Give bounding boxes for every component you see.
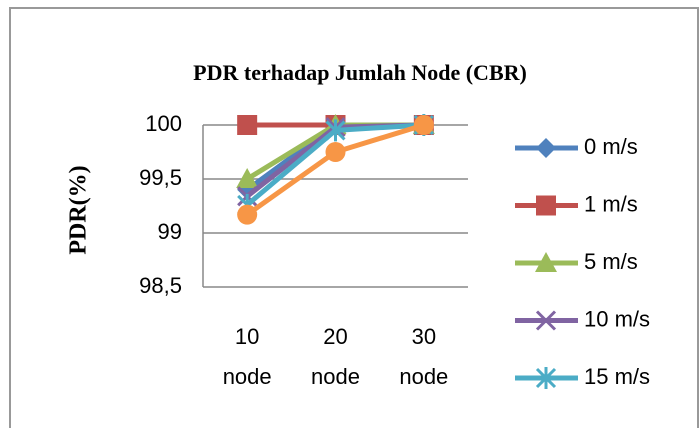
frame: [9, 7, 699, 428]
legend-label: 5 m/s: [584, 249, 638, 274]
legend-label: 15 m/s: [584, 364, 650, 389]
marker: [535, 252, 557, 272]
legend-label: 1 m/s: [584, 191, 638, 216]
y-tick-label: 99,5: [139, 165, 182, 190]
marker: [237, 204, 258, 225]
x-tick-label: 10 node: [223, 324, 272, 389]
x-tick-label: 20 node: [311, 324, 360, 389]
marker: [325, 142, 346, 162]
legend-label: 0 m/s: [584, 134, 638, 159]
marker: [535, 310, 557, 331]
marker: [536, 195, 556, 216]
marker: [236, 168, 259, 188]
y-tick-label: 100: [145, 111, 182, 136]
marker: [237, 115, 258, 135]
chart-title: PDR terhadap Jumlah Node (CBR): [193, 60, 527, 85]
marker: [325, 119, 346, 142]
legend-label: 10 m/s: [584, 306, 650, 331]
marker: [535, 367, 557, 389]
series: [237, 115, 434, 225]
y-tick-label: 98,5: [139, 273, 182, 298]
marker: [536, 138, 556, 158]
marker: [413, 115, 434, 135]
y-tick-label: 99: [158, 219, 182, 244]
y-axis-label: PDR(%): [66, 165, 92, 254]
x-tick-label: 30 node: [399, 324, 448, 389]
